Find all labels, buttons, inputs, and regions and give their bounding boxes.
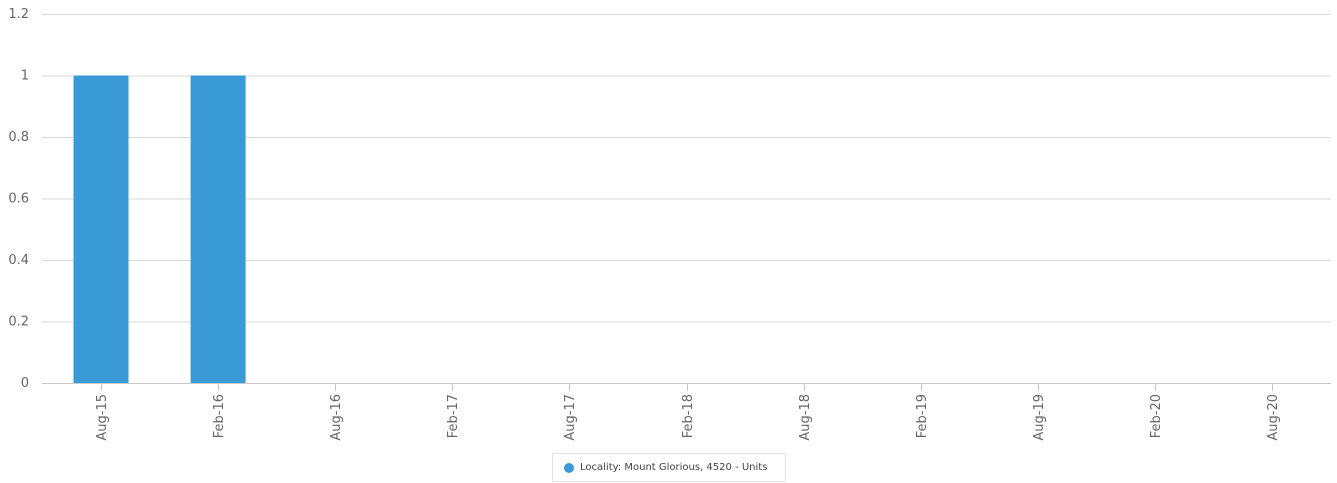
y-tick-label: 0.2 — [8, 315, 29, 330]
x-tick-label: Aug-19 — [1032, 394, 1047, 441]
x-tick-label: Feb-16 — [212, 394, 227, 438]
x-tick-label: Feb-17 — [446, 394, 461, 438]
y-tick-label: 0 — [21, 376, 29, 391]
y-tick-label: 0.8 — [8, 130, 29, 145]
x-tick-label: Feb-20 — [1149, 394, 1164, 438]
legend-label: Locality: Mount Glorious, 4520 - Units — [580, 462, 768, 473]
x-tick-label: Aug-15 — [95, 394, 110, 441]
y-tick-label: 1 — [21, 69, 29, 84]
x-tick-label: Feb-19 — [915, 394, 930, 438]
y-tick-label: 0.4 — [8, 253, 29, 268]
x-tick-label: Aug-17 — [563, 394, 578, 441]
legend[interactable]: Locality: Mount Glorious, 4520 - Units — [552, 453, 786, 482]
x-tick-label: Aug-18 — [798, 394, 813, 441]
x-tick-label: Feb-18 — [681, 394, 696, 438]
y-tick-label: 0.6 — [8, 192, 29, 207]
bar[interactable] — [190, 75, 246, 384]
bar[interactable] — [73, 75, 129, 384]
y-tick-label: 1.2 — [8, 7, 29, 22]
x-tick-label: Aug-20 — [1266, 394, 1281, 441]
legend-marker — [564, 462, 574, 473]
x-tick-label: Aug-16 — [329, 394, 344, 441]
